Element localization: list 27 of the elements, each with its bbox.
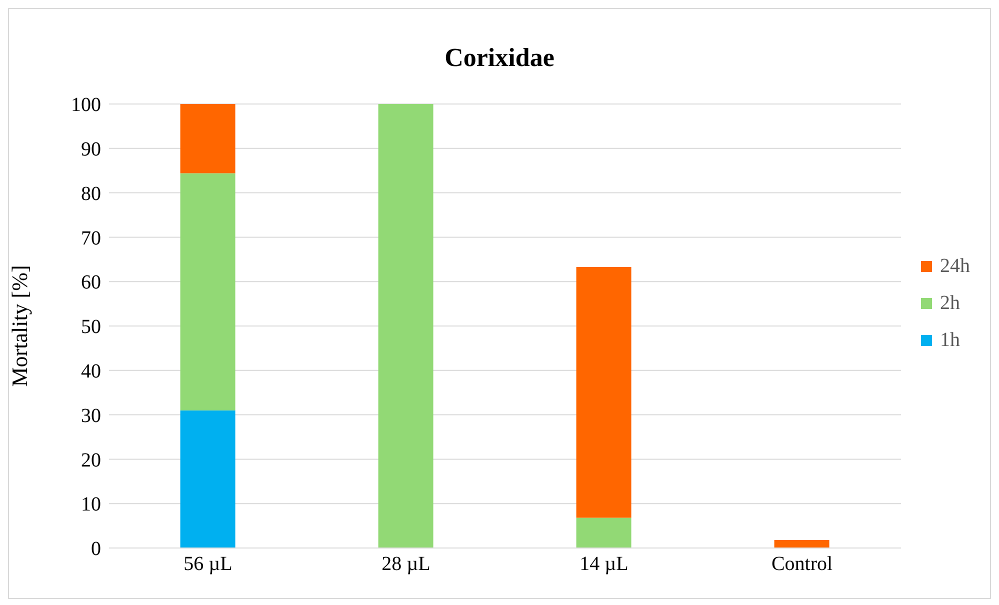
y-tick-label: 100 xyxy=(71,94,101,116)
y-tick-label: 90 xyxy=(81,138,101,160)
legend-label: 24h xyxy=(940,255,970,278)
chart-title: Corixidae xyxy=(444,43,556,73)
y-tick-label: 40 xyxy=(81,360,101,382)
bar xyxy=(378,104,434,548)
legend-label: 1h xyxy=(940,329,960,352)
y-tick-label: 70 xyxy=(81,227,101,250)
y-tick-label: 30 xyxy=(81,404,101,427)
y-tick-label: 50 xyxy=(81,316,101,338)
x-tick-label: 56 µL xyxy=(184,553,232,576)
y-axis-title: Mortality [%] xyxy=(6,265,32,387)
y-tick-label: 10 xyxy=(81,494,101,516)
y-tick-label: 0 xyxy=(91,538,101,560)
y-tick-label: 60 xyxy=(81,272,101,294)
x-tick-label: 14 µL xyxy=(580,553,628,576)
bar xyxy=(180,173,236,410)
y-tick-label: 20 xyxy=(81,449,101,472)
bar xyxy=(774,540,830,548)
bar xyxy=(576,518,632,548)
y-tick-label: 80 xyxy=(81,182,101,205)
legend-label: 2h xyxy=(940,292,960,315)
x-tick-label: 28 µL xyxy=(382,553,430,576)
bar xyxy=(180,104,236,174)
bar xyxy=(576,266,632,518)
bar xyxy=(180,410,236,548)
x-tick-label: Control xyxy=(771,553,833,576)
